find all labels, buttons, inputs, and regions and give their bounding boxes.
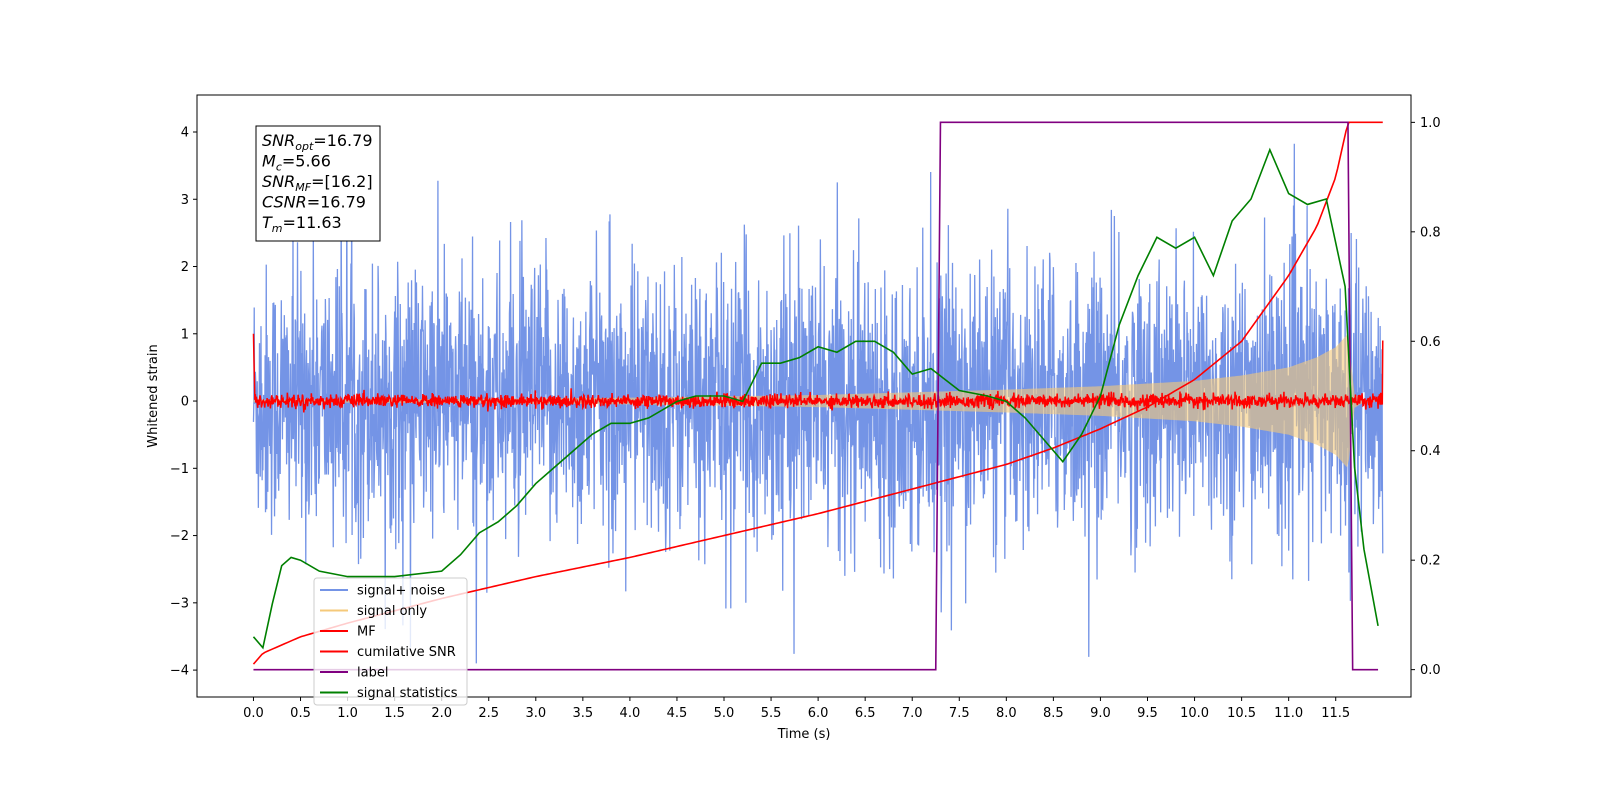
x-tick-label: 4.0 (620, 706, 641, 721)
x-tick-label: 8.0 (996, 706, 1017, 721)
y2-tick-label: 1.0 (1420, 116, 1441, 131)
legend-frame (313, 577, 468, 706)
y-tick-label: −2 (170, 529, 189, 544)
y2-tick-label: 0.0 (1420, 663, 1441, 678)
series-signal-noise (252, 143, 1384, 664)
y2-tick-label: 0.8 (1420, 225, 1441, 240)
x-tick-label: 9.5 (1137, 706, 1158, 721)
annotation-box: SNRopt=16.79Mc=5.66SNRMF=[16.2]CSNR=16.7… (255, 125, 381, 242)
legend-label: signal statistics (357, 686, 458, 701)
legend-label: signal+ noise (357, 584, 445, 599)
x-tick-label: 1.0 (337, 706, 358, 721)
y-tick-label: −1 (170, 462, 189, 477)
series-signal-statistics (252, 147, 1379, 650)
x-tick-label: 6.5 (855, 706, 876, 721)
annotation-line: CSNR=16.79 (262, 193, 366, 212)
y-tick-label: 1 (181, 327, 189, 342)
x-tick-label: 1.5 (384, 706, 405, 721)
legend-label: signal only (357, 604, 427, 619)
x-tick-label: 3.5 (573, 706, 594, 721)
annotation-line: SNRMF=[16.2] (262, 172, 373, 194)
y-tick-label: −4 (170, 664, 189, 679)
y-axis-title: Whitened strain (146, 344, 161, 447)
x-axis: 0.0 0.5 1.0 1.5 2.0 2.5 3.0 3.5 4.0 4.5 5.0 5.5 6.0 6… (243, 697, 1350, 721)
annotation-line: Tm=11.63 (262, 213, 342, 235)
x-tick-label: 8.5 (1043, 706, 1064, 721)
legend-label: cumilative SNR (357, 645, 456, 660)
x-tick-label: 7.5 (949, 706, 970, 721)
y-axis-left: 4 3 2 1 0 −1 −2 −3 −4 (170, 125, 197, 679)
x-tick-label: 10.0 (1180, 706, 1209, 721)
y-tick-label: −3 (170, 596, 189, 611)
y-tick-label: 4 (181, 125, 189, 140)
x-tick-label: 7.0 (902, 706, 923, 721)
y-axis-right: 1.0 0.8 0.6 0.4 0.2 0.0 (1411, 116, 1441, 678)
x-tick-label: 2.0 (431, 706, 452, 721)
x-tick-label: 4.5 (667, 706, 688, 721)
y2-tick-label: 0.2 (1420, 554, 1441, 569)
annotation-frame (255, 125, 381, 242)
plot-frame (196, 94, 1412, 698)
annotation-line: SNRopt=16.79 (262, 131, 373, 153)
x-tick-label: 5.0 (714, 706, 735, 721)
x-tick-label: 2.5 (478, 706, 499, 721)
series-mf (252, 333, 1384, 413)
x-tick-label: 11.0 (1274, 706, 1303, 721)
y-tick-label: 2 (181, 260, 189, 275)
x-tick-label: 3.0 (525, 706, 546, 721)
x-tick-label: 6.0 (808, 706, 829, 721)
x-tick-label: 0.0 (243, 706, 264, 721)
y-tick-label: 3 (181, 193, 189, 208)
legend: signal+ noise signal only MF cumilative SNR… (313, 577, 468, 706)
annotation-line: Mc=5.66 (262, 152, 331, 174)
legend-label: label (357, 666, 388, 681)
y2-tick-label: 0.4 (1420, 444, 1441, 459)
x-tick-label: 10.5 (1227, 706, 1256, 721)
y2-tick-label: 0.6 (1420, 335, 1441, 350)
x-tick-label: 0.5 (290, 706, 311, 721)
x-tick-label: 11.5 (1321, 706, 1350, 721)
legend-label: MF (357, 625, 376, 640)
x-tick-label: 9.0 (1090, 706, 1111, 721)
y-tick-label: 0 (181, 395, 189, 410)
x-tick-label: 5.5 (761, 706, 782, 721)
x-axis-title: Time (s) (777, 727, 831, 742)
series-label (253, 121, 1379, 671)
